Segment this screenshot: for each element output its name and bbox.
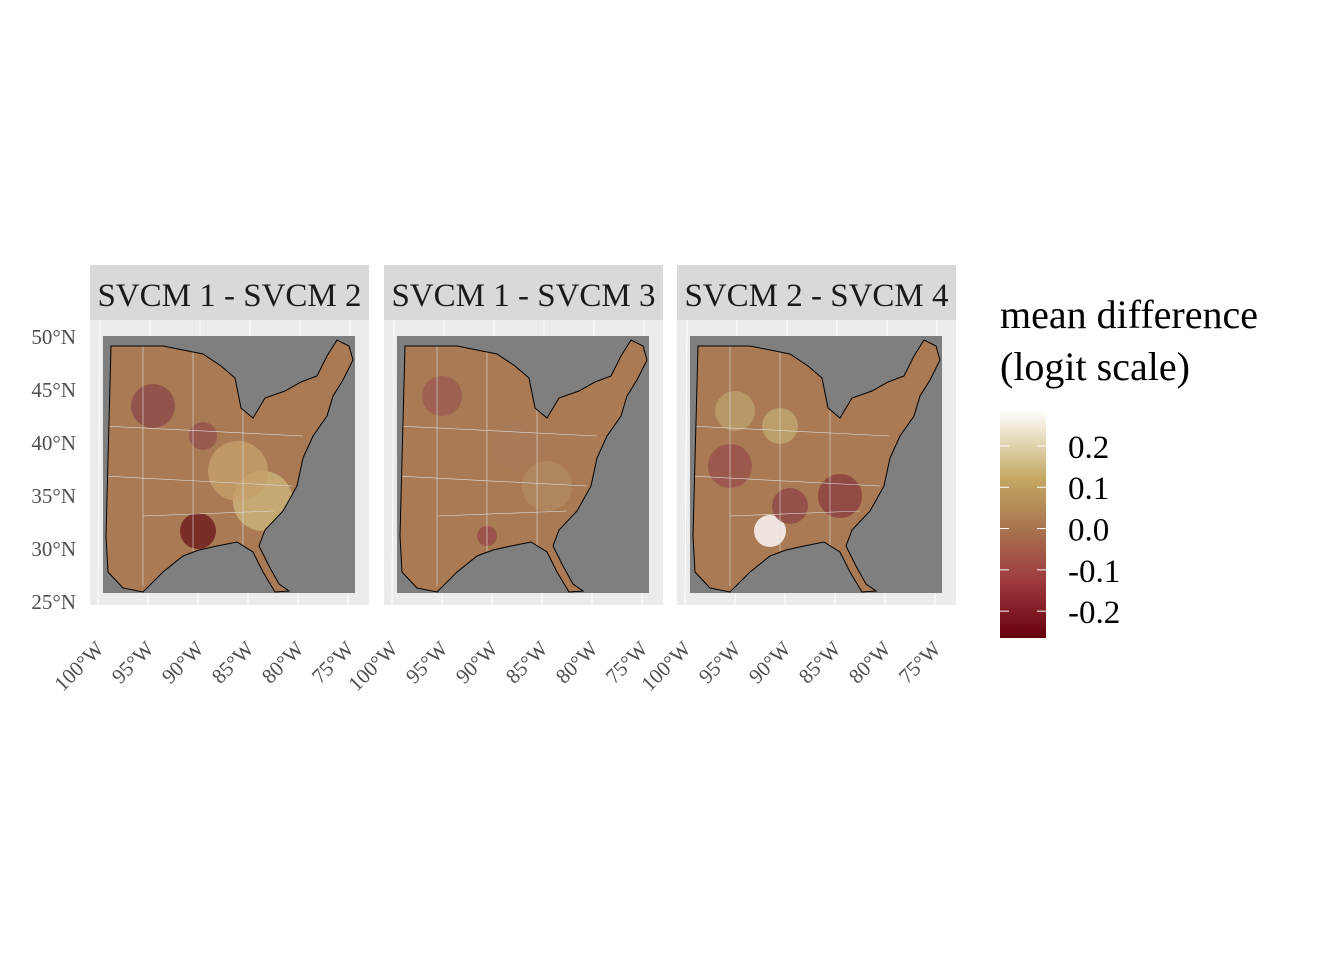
legend-label: 0.1 xyxy=(1068,471,1109,507)
state-border xyxy=(436,510,568,517)
legend-label: -0.2 xyxy=(1068,595,1120,631)
lat-label: 35°N xyxy=(31,484,76,508)
lon-label: 100°W xyxy=(343,636,402,695)
value-patch xyxy=(715,391,755,431)
state-border xyxy=(729,510,861,517)
value-patch xyxy=(189,422,217,450)
value-patch xyxy=(422,376,462,416)
state-border xyxy=(106,475,294,487)
legend-title: mean difference xyxy=(1000,292,1258,337)
panel: SVCM 1 - SVCM 3 xyxy=(384,265,663,606)
lon-label: 95°W xyxy=(107,636,159,688)
state-border xyxy=(400,425,598,437)
lat-label: 40°N xyxy=(31,431,76,455)
legend-label: 0.2 xyxy=(1068,430,1109,466)
lon-label: 85°W xyxy=(207,636,259,688)
facet-title: SVCM 1 - SVCM 2 xyxy=(97,278,361,314)
graticule xyxy=(684,319,688,606)
colorbar xyxy=(1000,410,1046,638)
lon-label: 90°W xyxy=(451,636,503,688)
panel: SVCM 2 - SVCM 4 xyxy=(677,265,956,606)
legend-label: 0.0 xyxy=(1068,513,1109,549)
country-outline xyxy=(105,339,354,593)
value-patch xyxy=(208,441,268,501)
value-patch xyxy=(522,461,572,511)
lat-label: 45°N xyxy=(31,378,76,402)
value-patch xyxy=(772,488,808,524)
state-border xyxy=(400,475,588,487)
country-outline xyxy=(692,339,941,593)
legend-label: -0.1 xyxy=(1068,554,1120,590)
lon-label: 80°W xyxy=(551,636,603,688)
facet-title: SVCM 2 - SVCM 4 xyxy=(684,278,948,314)
lon-label: 90°W xyxy=(744,636,796,688)
country-outline xyxy=(399,339,648,593)
value-patch xyxy=(131,384,175,428)
state-border xyxy=(693,425,891,437)
state-border xyxy=(693,475,881,487)
lon-label: 95°W xyxy=(401,636,453,688)
facet-title: SVCM 1 - SVCM 3 xyxy=(391,278,655,314)
lat-label: 50°N xyxy=(31,325,76,349)
strip xyxy=(677,265,956,320)
value-patch xyxy=(492,421,542,471)
graticule xyxy=(97,319,101,606)
lon-label: 95°W xyxy=(694,636,746,688)
lon-label: 80°W xyxy=(844,636,896,688)
value-patch xyxy=(818,474,862,518)
legend-title: (logit scale) xyxy=(1000,344,1190,389)
panel: SVCM 1 - SVCM 2 xyxy=(90,265,369,606)
graticule xyxy=(391,319,395,606)
lat-label: 25°N xyxy=(31,590,76,614)
strip xyxy=(384,265,663,320)
strip xyxy=(90,265,369,320)
lon-label: 90°W xyxy=(157,636,209,688)
state-border xyxy=(106,425,304,437)
lon-label: 100°W xyxy=(636,636,695,695)
state-border xyxy=(142,510,274,517)
lon-label: 85°W xyxy=(501,636,553,688)
value-patch xyxy=(754,515,786,547)
lon-label: 80°W xyxy=(257,636,309,688)
lat-label: 30°N xyxy=(31,537,76,561)
lon-label: 100°W xyxy=(49,636,108,695)
value-patch xyxy=(180,513,216,549)
lon-label: 85°W xyxy=(794,636,846,688)
lon-label: 75°W xyxy=(894,636,946,688)
